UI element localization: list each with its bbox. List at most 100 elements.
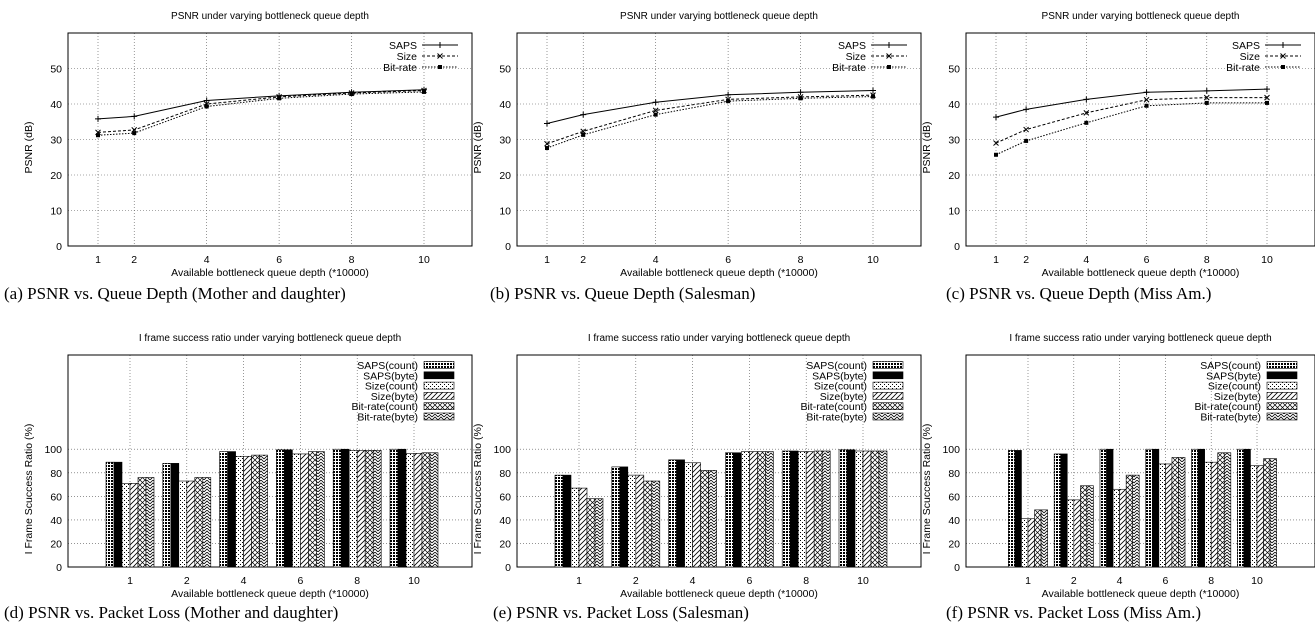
legend-label: SAPS [838,40,866,52]
bar [1027,518,1035,568]
x-tick-label: 8 [803,575,809,587]
bar [1021,518,1029,568]
chart-2: PSNR under varying bottleneck queue dept… [921,11,1315,279]
data-point [797,89,804,96]
data-point [96,133,100,138]
series-line [995,102,1267,156]
bar [1145,448,1153,568]
data-point [1023,126,1029,133]
legend-swatch [423,412,455,421]
legend-swatch [872,392,904,400]
y-tick-label: 40 [948,515,960,527]
data-point [1204,100,1209,105]
bar [194,477,204,568]
data-point [725,91,732,98]
bar [1040,509,1048,568]
bar [1178,457,1186,568]
bar [1125,474,1133,568]
series-line [995,88,1268,118]
chart-title: I frame success ratio under varying bott… [588,333,850,344]
series-line [546,90,874,125]
chart-title: PSNR under varying bottleneck queue dept… [1042,11,1240,22]
chart-title: PSNR under varying bottleneck queue dept… [620,11,818,22]
x-axis-label: Available bottleneck queue depth (*10000… [171,267,369,279]
bar [186,480,196,568]
x-axis-label: Available bottleneck queue depth (*10000… [620,588,818,600]
bar [300,453,309,568]
y-tick-label: 50 [499,64,511,76]
x-tick-label: 4 [1083,254,1089,266]
legend-label: SAPS(count) [1200,360,1261,372]
bar [757,451,766,568]
data-point [652,99,659,106]
data-point [993,140,999,146]
bar [137,477,147,568]
chart-4: I frame success ratio under varying bott… [472,333,922,600]
data-point [994,152,998,157]
y-axis-label: PSNR (dB) [921,122,933,174]
bar [1132,474,1140,568]
bar [643,480,653,568]
data-point [545,146,549,151]
bar [684,462,693,568]
y-axis-label: I Frame Scuccess Ratio (%) [921,424,933,555]
bar [243,455,252,568]
data-point [653,112,658,117]
plot-frame [516,354,922,568]
x-tick-label: 6 [725,254,731,266]
data-point [1143,96,1150,103]
bar [1165,463,1173,568]
y-tick-label: 30 [50,135,62,147]
legend-swatch [872,402,904,411]
bar [1237,448,1245,568]
x-tick-label: 6 [276,254,282,266]
bar [1204,461,1212,568]
x-axis-label: Available bottleneck queue depth (*10000… [171,588,369,600]
data-point [132,131,137,136]
legend-label: Size(count) [1208,381,1261,393]
legend-marker [886,42,892,48]
x-tick-label: 6 [1162,575,1168,587]
x-tick-label: 1 [95,254,101,266]
bar [1112,488,1120,568]
data-point [1203,87,1210,94]
x-tick-label: 2 [633,575,639,587]
y-tick-label: 60 [50,491,62,503]
y-tick-label: 80 [948,468,960,480]
legend-label: Bit-rate(count) [1194,401,1261,413]
y-tick-label: 40 [499,99,511,111]
legend-label: SAPS [1232,40,1260,52]
data-point [581,132,586,137]
y-tick-label: 100 [493,444,511,456]
data-point [580,111,587,118]
bar [578,487,588,568]
chart-5: I frame success ratio under varying bott… [921,333,1315,600]
bar [1263,458,1271,568]
data-point [1264,86,1270,93]
data-point [422,89,426,94]
bar [1197,448,1205,568]
plot-frame [67,354,473,568]
y-tick-label: 20 [50,538,62,550]
bar [372,450,382,568]
legend-label: Size [397,51,418,63]
bar [813,450,823,568]
data-point [131,113,138,120]
bar [332,448,342,568]
bar [700,470,709,568]
data-point [1024,138,1029,143]
x-tick-label: 2 [131,254,137,266]
data-point [798,96,803,101]
legend-marker [887,65,891,69]
legend-label: SAPS(count) [806,360,867,372]
bar [854,450,864,568]
x-tick-label: 1 [576,575,582,587]
y-axis-label: I Frame Scuccess Ratio (%) [23,424,35,555]
series-line [97,90,425,133]
bar [105,461,115,568]
legend-marker [438,65,442,69]
data-point [870,87,876,94]
x-tick-label: 4 [241,575,247,587]
legend-label: SAPS(byte) [1206,370,1261,382]
bar [725,452,734,568]
